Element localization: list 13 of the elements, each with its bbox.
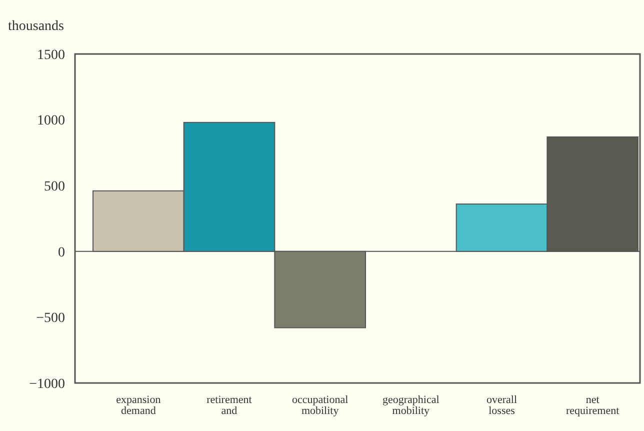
x-tick-label: expansion demand	[116, 394, 162, 417]
x-tick-label: geographical mobility	[382, 394, 440, 417]
x-tick-label: overall losses	[486, 394, 518, 417]
y-tick-label: −500	[36, 311, 65, 326]
y-tick-label: −1000	[29, 376, 65, 392]
y-tick-label: 1000	[37, 114, 65, 129]
y-axis-title: thousands	[8, 19, 64, 34]
x-tick-label: net requirement	[566, 394, 620, 417]
x-tick-label: retirement and	[206, 394, 252, 417]
y-tick-label: 1500	[37, 48, 65, 63]
x-tick-label: occupational mobility	[292, 394, 348, 417]
y-tick-label: 0	[58, 245, 65, 260]
y-tick-label: 500	[44, 180, 65, 194]
